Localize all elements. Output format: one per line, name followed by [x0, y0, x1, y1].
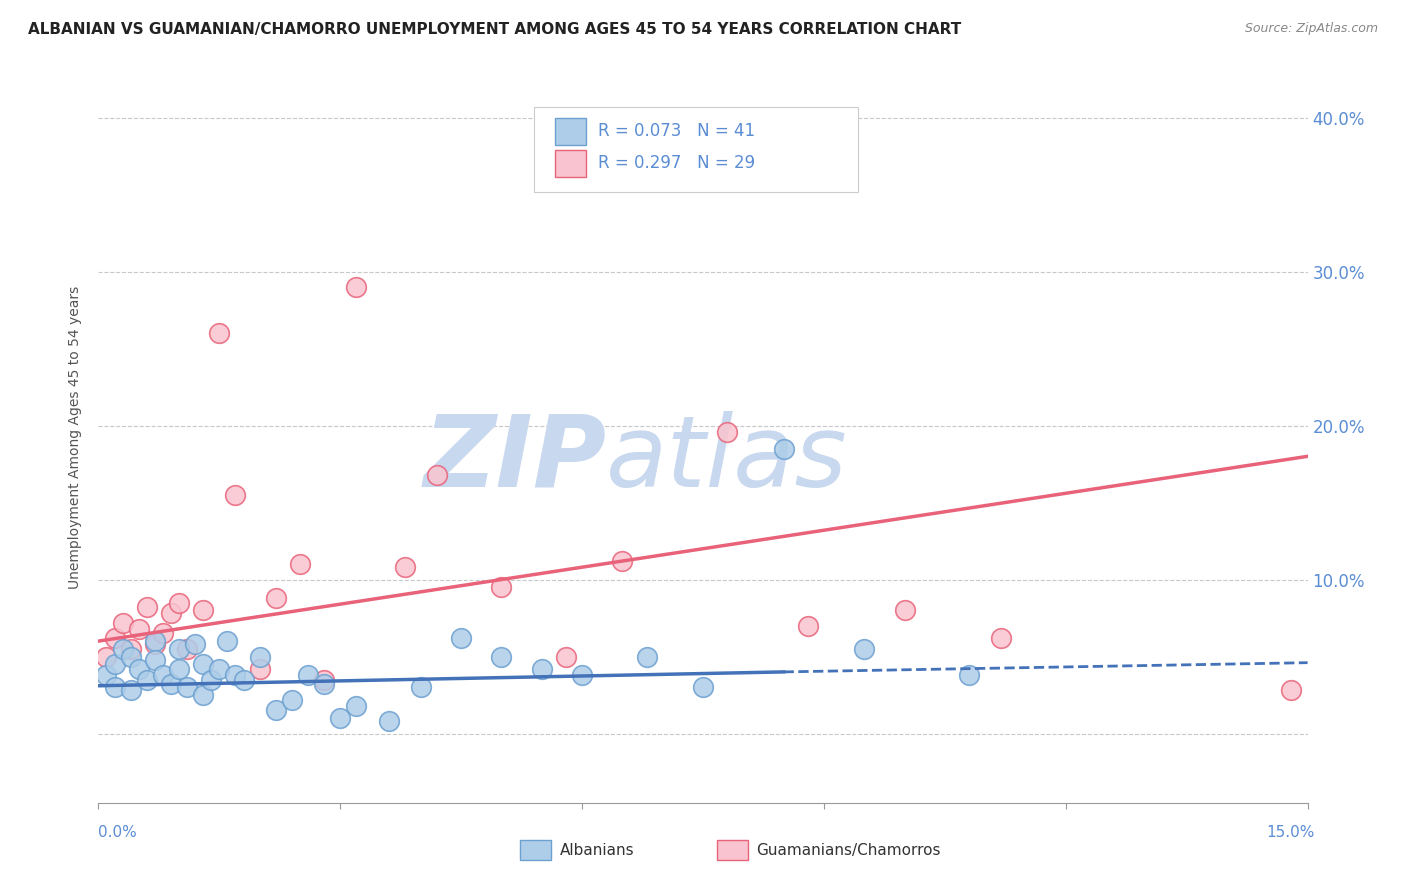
Point — [329, 711, 352, 725]
Point — [208, 326, 231, 340]
Point — [491, 649, 513, 664]
Point — [143, 637, 166, 651]
Point — [96, 668, 118, 682]
Point — [264, 591, 287, 605]
Point — [450, 631, 472, 645]
Text: Source: ZipAtlas.com: Source: ZipAtlas.com — [1244, 22, 1378, 36]
Point — [232, 673, 254, 687]
Point — [167, 662, 190, 676]
Point — [249, 662, 271, 676]
Point — [111, 641, 134, 656]
Point — [314, 677, 336, 691]
Point — [281, 692, 304, 706]
Point — [636, 649, 658, 664]
Point — [143, 652, 166, 666]
Point — [193, 657, 215, 672]
Point — [120, 649, 142, 664]
Point — [377, 714, 399, 729]
Point — [111, 615, 134, 630]
Text: Guamanians/Chamorros: Guamanians/Chamorros — [756, 843, 941, 857]
Point — [128, 622, 150, 636]
Point — [135, 673, 157, 687]
Point — [120, 641, 142, 656]
Text: ZIP: ZIP — [423, 410, 606, 508]
Point — [394, 560, 416, 574]
Text: 15.0%: 15.0% — [1267, 825, 1315, 840]
Point — [990, 631, 1012, 645]
Point — [716, 425, 738, 439]
Point — [426, 467, 449, 482]
Point — [128, 662, 150, 676]
Point — [193, 603, 215, 617]
Point — [152, 626, 174, 640]
Point — [264, 703, 287, 717]
Point — [143, 634, 166, 648]
Text: ALBANIAN VS GUAMANIAN/CHAMORRO UNEMPLOYMENT AMONG AGES 45 TO 54 YEARS CORRELATIO: ALBANIAN VS GUAMANIAN/CHAMORRO UNEMPLOYM… — [28, 22, 962, 37]
Point — [96, 649, 118, 664]
Point — [167, 596, 190, 610]
Point — [853, 641, 876, 656]
Point — [409, 681, 432, 695]
Point — [184, 637, 207, 651]
Point — [217, 634, 239, 648]
Point — [957, 668, 980, 682]
Point — [200, 673, 222, 687]
Point — [314, 673, 336, 687]
Text: Albanians: Albanians — [560, 843, 634, 857]
Point — [297, 668, 319, 682]
Point — [167, 641, 190, 656]
Point — [103, 681, 125, 695]
Point — [103, 657, 125, 672]
Point — [288, 557, 311, 571]
Text: atlas: atlas — [606, 410, 848, 508]
Point — [224, 668, 246, 682]
Text: R = 0.073   N = 41: R = 0.073 N = 41 — [598, 122, 755, 140]
Point — [491, 580, 513, 594]
Point — [555, 649, 578, 664]
Point — [1281, 683, 1303, 698]
Point — [344, 698, 367, 713]
Point — [152, 668, 174, 682]
Point — [176, 641, 198, 656]
Point — [530, 662, 553, 676]
Point — [208, 662, 231, 676]
Point — [120, 683, 142, 698]
Point — [224, 488, 246, 502]
Point — [160, 677, 183, 691]
Point — [797, 618, 820, 632]
Text: R = 0.297   N = 29: R = 0.297 N = 29 — [598, 154, 755, 172]
Point — [772, 442, 794, 456]
Point — [135, 600, 157, 615]
Point — [249, 649, 271, 664]
Text: 0.0%: 0.0% — [98, 825, 138, 840]
Point — [344, 280, 367, 294]
Point — [612, 554, 634, 568]
Point — [692, 681, 714, 695]
Point — [193, 688, 215, 702]
Point — [893, 603, 915, 617]
Point — [103, 631, 125, 645]
Point — [160, 607, 183, 621]
Y-axis label: Unemployment Among Ages 45 to 54 years: Unemployment Among Ages 45 to 54 years — [69, 285, 83, 589]
Point — [571, 668, 593, 682]
Point — [176, 681, 198, 695]
